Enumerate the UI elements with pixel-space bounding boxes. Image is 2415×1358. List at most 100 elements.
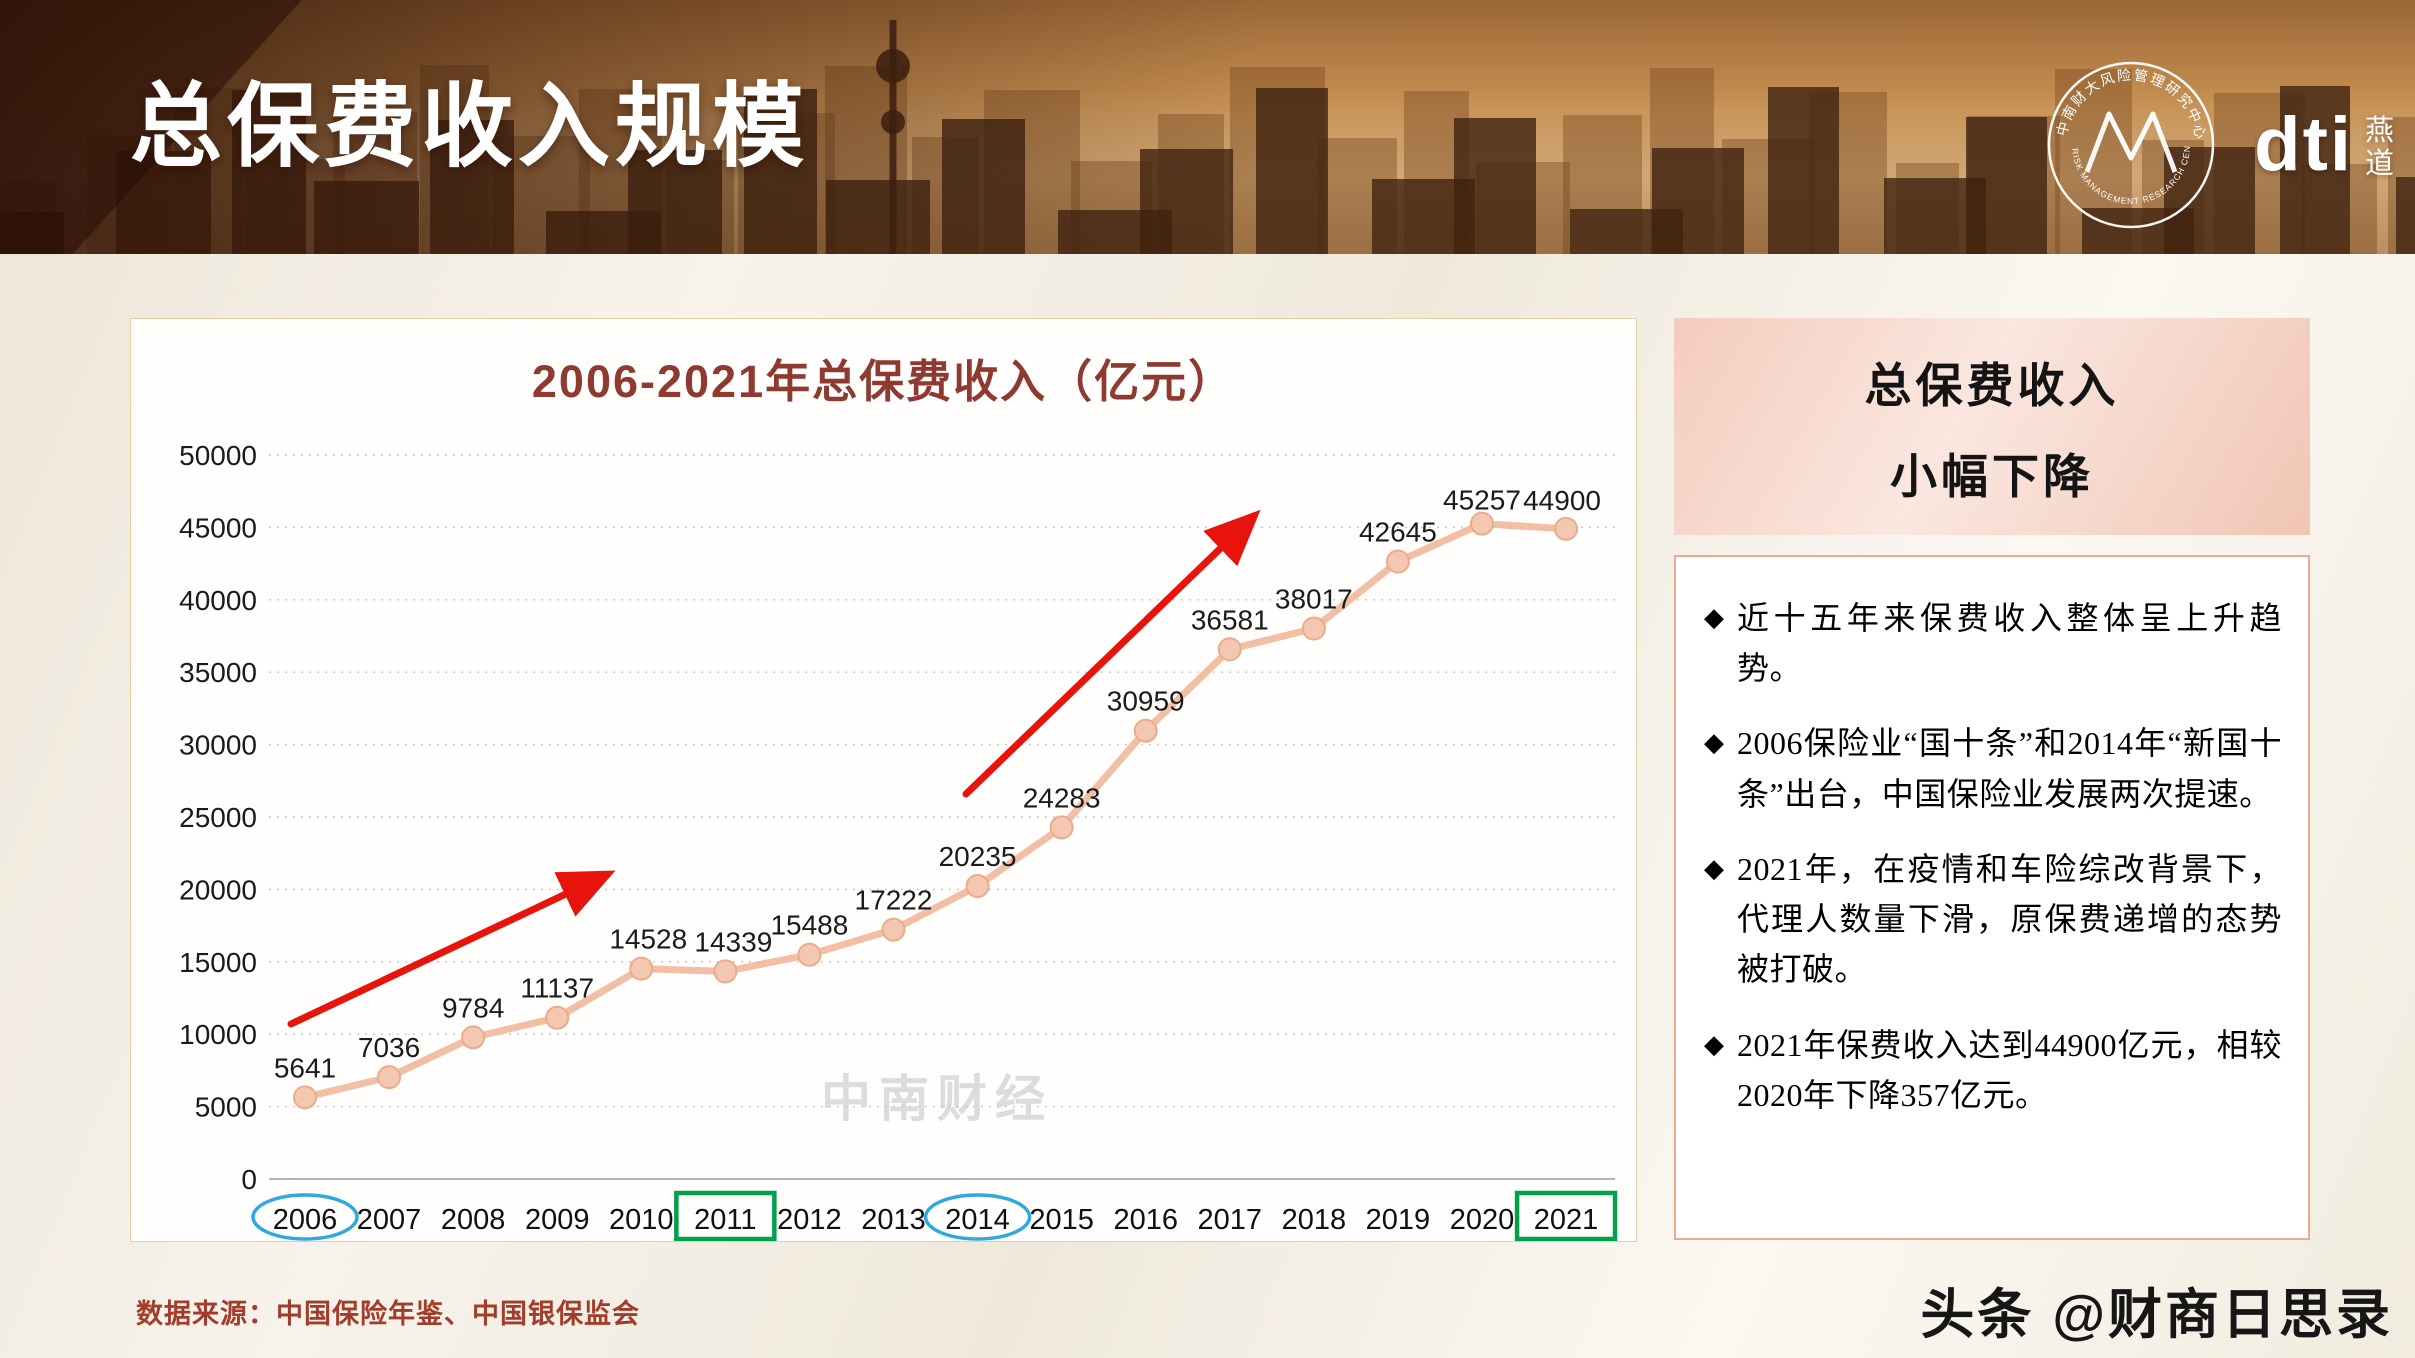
x-tick-label: 2015 [1029, 1204, 1094, 1236]
data-label: 45257 [1443, 485, 1521, 516]
y-tick-label: 0 [241, 1164, 257, 1195]
y-tick-label: 15000 [179, 947, 257, 978]
x-tick-label: 2018 [1282, 1204, 1347, 1236]
trend-arrow [287, 870, 616, 1028]
data-point [545, 1005, 570, 1030]
data-label: 24283 [1023, 782, 1101, 813]
x-tick-label: 2010 [609, 1204, 674, 1236]
data-label: 42645 [1359, 517, 1437, 548]
line-chart: 0 5000 10000 15000 20000 25000 30000 35000 40000… [179, 440, 1618, 1241]
key-point-text: 2021年，在疫情和车险综改背景下，代理人数量下滑，原保费递增的态势被打破。 [1737, 850, 2282, 988]
x-tick-label: 2019 [1366, 1204, 1431, 1236]
data-label: 20235 [939, 841, 1017, 872]
data-point [1133, 718, 1158, 743]
data-point [629, 956, 654, 981]
data-label: 30959 [1107, 686, 1185, 717]
y-tick-label: 50000 [179, 440, 257, 471]
logo-monogram [2084, 111, 2178, 173]
x-tick-label: 2013 [861, 1204, 926, 1236]
data-label: 14339 [694, 926, 772, 957]
data-point [377, 1065, 402, 1090]
data-point [965, 873, 990, 898]
data-labels: 5641 7036 9784 11137 14528 143391548817222202… [274, 485, 1601, 1084]
data-label: 36581 [1191, 604, 1269, 635]
gridlines-and-yticks: 0 5000 10000 15000 20000 25000 30000 35000 40000… [179, 440, 1615, 1195]
x-tick-label: 2014 [945, 1204, 1010, 1236]
data-label: 17222 [855, 885, 933, 916]
logo-outer-ring [2047, 61, 2215, 229]
data-point [713, 959, 738, 984]
x-tick-label: 2011 [694, 1204, 756, 1236]
data-label: 11137 [520, 973, 594, 1004]
x-tick-label: 2008 [441, 1204, 506, 1236]
x-tick-label: 2016 [1113, 1204, 1178, 1236]
highlight-ellipse [251, 1193, 359, 1241]
y-tick-label: 35000 [179, 657, 257, 688]
key-points-box: ◆ 近十五年来保费收入整体呈上升趋势。 ◆ 2006保险业“国十条”和2014年“新国… [1674, 555, 2310, 1240]
data-label: 5641 [274, 1052, 336, 1083]
brand-name: dti [2254, 102, 2353, 187]
callout-line-2: 小幅下降 [1890, 449, 2094, 503]
y-tick-label: 5000 [195, 1092, 257, 1123]
data-point [1469, 511, 1494, 536]
data-point [1217, 637, 1242, 662]
key-point: ◆ 2021年，在疫情和车险综改背景下，代理人数量下滑，原保费递增的态势被打破。 [1704, 844, 2282, 995]
chart-watermark: 中南财经 [821, 1071, 1053, 1127]
highlight-rect [1514, 1190, 1618, 1241]
callout-line-1: 总保费收入 [1864, 358, 2120, 412]
key-point: ◆ 近十五年来保费收入整体呈上升趋势。 [1704, 593, 2282, 693]
series-line [301, 520, 1570, 1101]
x-tick-label: 2009 [525, 1204, 590, 1236]
x-tick-labels: 2006 2007 2008 2009 2010 2011 2012 2013 2014 2015… [273, 1204, 1599, 1236]
logo-ring-text-top: 中南财大风险管理研究中心 [2054, 67, 2208, 142]
y-tick-label: 45000 [179, 512, 257, 543]
y-tick-label: 40000 [179, 585, 257, 616]
header-logos: 中南财大风险管理研究中心 RISK MANAGEMENT RESEARCH CE… [2042, 56, 2397, 234]
key-point: ◆ 2006保险业“国十条”和2014年“新国十条”出台，中国保险业发展两次提速。 [1704, 718, 2282, 818]
data-point [1554, 516, 1579, 541]
x-tick-label: 2020 [1450, 1204, 1515, 1236]
y-tick-label: 30000 [179, 730, 257, 761]
y-tick-label: 20000 [179, 874, 257, 905]
data-point [797, 942, 822, 967]
data-label: 14528 [609, 924, 687, 955]
diamond-icon: ◆ [1704, 1028, 1724, 1059]
x-tick-label: 2017 [1198, 1204, 1263, 1236]
data-point [1049, 815, 1074, 840]
data-point [461, 1025, 486, 1050]
data-point [1301, 616, 1326, 641]
trend-arrow [962, 509, 1261, 798]
highlight-rect [674, 1190, 777, 1241]
x-tick-label: 2006 [273, 1204, 338, 1236]
key-point-text: 2006保险业“国十条”和2014年“新国十条”出台，中国保险业发展两次提速。 [1737, 725, 2282, 812]
key-point-text: 2021年保费收入达到44900亿元，相较2020年下降357亿元。 [1737, 1026, 2282, 1113]
header-banner: 总保费收入规模 中南财大风险管理研究中心 RISK MANAGEMENT RES… [0, 0, 2415, 254]
diamond-icon: ◆ [1704, 602, 1724, 632]
diamond-icon: ◆ [1704, 727, 1724, 758]
brand-vertical-label: 燕道 [2365, 115, 2395, 181]
research-center-logo: 中南财大风险管理研究中心 RISK MANAGEMENT RESEARCH CE… [2042, 56, 2215, 229]
banner-shade [0, 0, 2415, 254]
key-point-text: 近十五年来保费收入整体呈上升趋势。 [1737, 600, 2282, 687]
data-label: 7036 [358, 1032, 420, 1063]
data-point [881, 917, 906, 942]
data-label: 38017 [1275, 584, 1353, 615]
chart-title: 2006-2021年总保费收入（亿元） [531, 356, 1236, 407]
page-title: 总保费收入规模 [130, 76, 810, 178]
y-tick-label: 25000 [179, 802, 257, 833]
data-label: 15488 [770, 910, 848, 941]
byline-watermark: 头条 @财商日思录 [1920, 1285, 2393, 1345]
diamond-icon: ◆ [1704, 852, 1724, 883]
data-label: 9784 [442, 992, 504, 1023]
data-points [293, 511, 1579, 1110]
y-tick-label: 10000 [179, 1019, 257, 1050]
x-tick-label: 2021 [1534, 1204, 1599, 1236]
data-source: 数据来源：中国保险年鉴、中国银保监会 [136, 1299, 640, 1329]
x-tick-label: 2012 [777, 1204, 842, 1236]
data-point [1385, 549, 1410, 574]
brand-mark: dti 燕道 [2254, 107, 2397, 183]
data-point [293, 1085, 317, 1110]
highlight-ellipse [923, 1193, 1032, 1241]
callout-title-box: 总保费收入 小幅下降 [1674, 318, 2310, 535]
